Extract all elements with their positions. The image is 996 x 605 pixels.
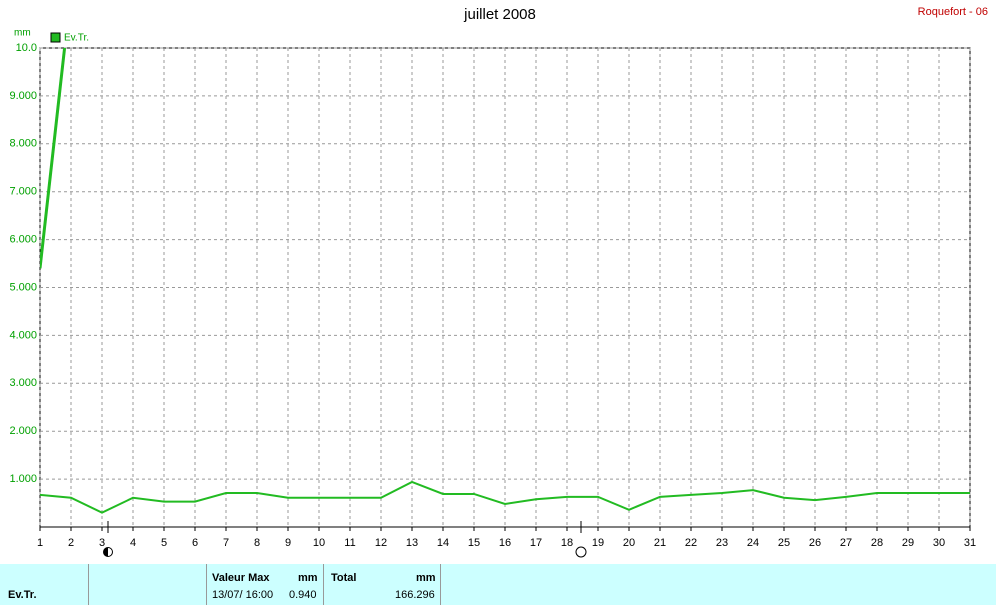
x-tick-label: 2 [68, 537, 74, 549]
x-tick-label: 25 [778, 537, 790, 549]
x-tick-label: 12 [375, 537, 387, 549]
x-tick-label: 16 [499, 537, 511, 549]
x-tick-label: 26 [809, 537, 821, 549]
x-tick-label: 30 [933, 537, 945, 549]
x-tick-label: 11 [344, 537, 355, 549]
legend-label: Ev.Tr. [64, 33, 89, 44]
x-tick-label: 24 [747, 537, 759, 549]
x-tick-label: 4 [130, 537, 136, 549]
x-tick-label: 31 [964, 537, 976, 549]
x-tick-label: 27 [840, 537, 852, 549]
y-tick-label: 5.000 [9, 281, 37, 293]
y-tick-label: 4.000 [9, 329, 37, 341]
x-tick-label: 20 [623, 537, 635, 549]
series-line [40, 48, 67, 269]
y-tick-label: 7.000 [9, 186, 37, 198]
x-tick-label: 7 [223, 537, 229, 549]
x-tick-label: 15 [468, 537, 480, 549]
x-tick-label: 6 [192, 537, 198, 549]
y-tick-label: 3.000 [9, 377, 37, 389]
x-tick-label: 17 [530, 537, 542, 549]
max-label: Valeur Max [212, 572, 270, 584]
total-value: 166.296 [395, 589, 435, 601]
x-tick-label: 28 [871, 537, 883, 549]
y-tick-label: 9.000 [9, 90, 37, 102]
y-tick-label: 6.000 [9, 234, 37, 246]
chart-subtitle: Roquefort - 06 [918, 6, 988, 18]
x-tick-label: 3 [99, 537, 105, 549]
x-tick-label: 13 [406, 537, 418, 549]
x-tick-label: 19 [592, 537, 604, 549]
x-tick-label: 5 [161, 537, 167, 549]
chart-title: juillet 2008 [463, 6, 536, 23]
x-tick-label: 23 [716, 537, 728, 549]
x-tick-label: 29 [902, 537, 914, 549]
plot-lines [40, 48, 970, 514]
total-label: Total [331, 572, 357, 584]
x-tick-label: 9 [285, 537, 291, 549]
y-tick-label: 10.0 [16, 42, 37, 54]
max-date: 13/07/ 16:00 [212, 589, 274, 601]
series-name: Ev.Tr. [8, 589, 37, 601]
legend-swatch [50, 32, 61, 43]
x-tick-label: 14 [437, 537, 449, 549]
x-tick-label: 10 [313, 537, 325, 549]
series-line [40, 480, 970, 514]
x-tick-label: 22 [685, 537, 697, 549]
max-value: 0.940 [289, 589, 317, 601]
chart: juillet 2008 Roquefort - 06 mm Ev.Tr. 1.… [9, 6, 988, 558]
summary-panel: Ev.Tr. Valeur Max mm 13/07/ 16:00 0.940 … [0, 564, 996, 605]
y-tick-label: 2.000 [9, 425, 37, 437]
x-tick-label: 1 [37, 537, 43, 549]
x-tick-label: 8 [254, 537, 260, 549]
x-tick-label: 21 [654, 537, 666, 549]
y-tick-label: 1.000 [9, 473, 37, 485]
moon-icons [103, 521, 587, 558]
y-axis-label: mm [14, 28, 31, 39]
max-unit: mm [298, 572, 318, 584]
y-tick-label: 8.000 [9, 138, 37, 150]
x-tick-label: 18 [561, 537, 573, 549]
total-unit: mm [416, 572, 436, 584]
